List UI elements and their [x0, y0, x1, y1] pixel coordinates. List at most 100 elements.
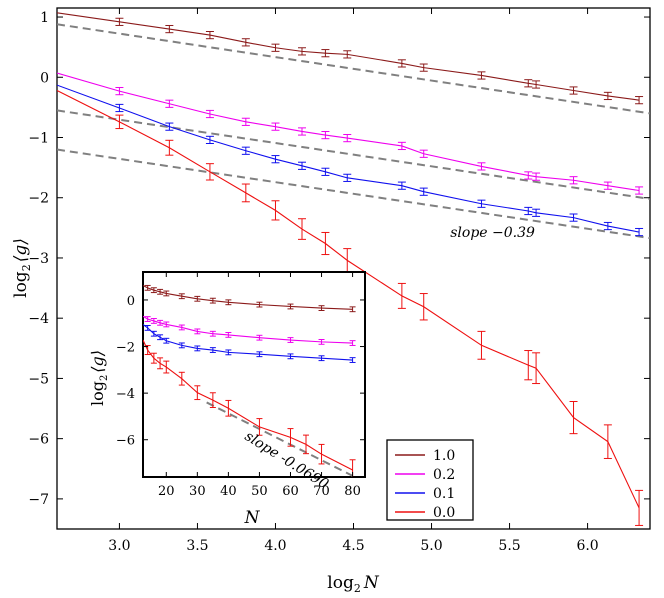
legend-label: 0.2	[433, 467, 455, 483]
inset-series-0.0-point	[194, 385, 201, 401]
main-y-tick-label: −6	[28, 432, 49, 448]
inset-series-0.2-point	[256, 334, 263, 341]
inset-series-0.1-point	[349, 357, 356, 363]
main-series-0.0-point	[397, 282, 406, 309]
inset-series-0.2-point	[287, 337, 294, 343]
inset-series-1.0-point	[225, 299, 232, 306]
inset-x-tick-label: 30	[189, 484, 206, 499]
main-series-1.0-point	[321, 49, 330, 58]
main-x-tick-label: 4.5	[342, 538, 364, 554]
inset-series-0.0-point	[150, 352, 157, 364]
inset-series-1.0-point	[178, 293, 185, 300]
inset-series-0.1-point	[144, 325, 151, 331]
main-fit-line	[57, 23, 650, 115]
main-series-0.1-point	[419, 187, 428, 196]
inset-series-0.0-point	[225, 399, 232, 417]
main-series-0.1-point	[165, 122, 174, 131]
main-fit-lines	[57, 23, 650, 240]
inset-y-tick-label: −4	[116, 387, 135, 402]
inset-series-0.1-point	[157, 334, 164, 341]
inset-series-0.2-point	[163, 321, 170, 328]
main-series-0.1-point	[343, 173, 352, 182]
inset-series-0.0-point	[163, 360, 170, 374]
main-series-0.0-point	[298, 218, 307, 240]
main-series-0.0-point	[635, 489, 644, 526]
main-series-0.2-point	[524, 171, 533, 180]
main-series-0.1-point	[241, 146, 250, 155]
inset-series-0.1-point	[163, 337, 170, 344]
main-series-0.1-point	[524, 206, 533, 216]
inset-fit-line	[206, 401, 354, 477]
main-series-0.1-point	[532, 208, 541, 217]
main-series-0.0-point	[205, 163, 214, 181]
inset-x-tick-label: 60	[282, 484, 299, 499]
main-series-0.2-point	[321, 130, 330, 140]
legend-entry: 0.2	[395, 467, 455, 483]
inset-series-0.0-point	[157, 357, 164, 370]
inset-series-0.2-point	[157, 319, 164, 326]
inset-y-tick-label: −6	[116, 434, 135, 449]
main-ticks: 3.0 3.5 4.0 4.5 5.0 5.5 6.0 1 0 −1 −2 −3 −4 −5 −6 −7	[28, 8, 650, 554]
inset-series-0.2-point	[225, 331, 232, 338]
inset-x-tick-label: 40	[220, 484, 237, 499]
legend: 1.0 0.2 0.1 0.0	[386, 439, 474, 521]
main-series-0.2-point	[343, 133, 352, 143]
main-series-0.2-point	[419, 149, 428, 158]
main-series-1.0-point	[419, 63, 428, 72]
main-x-tick-label: 3.0	[108, 538, 130, 554]
inset-y-tick-label: −2	[116, 341, 135, 356]
main-series-0.2-point	[205, 109, 214, 119]
main-series-1.0-point	[205, 31, 214, 40]
main-series-1.0-point	[115, 17, 124, 26]
main-series-1.0-point	[524, 79, 533, 88]
main-series-0.1-point	[397, 181, 406, 190]
main-series-1.0-point	[532, 80, 541, 89]
main-series-1.0-point	[635, 96, 644, 105]
legend-entries: 1.0 0.2 0.1 0.0	[395, 448, 455, 521]
inset-series-0.1-point	[318, 355, 325, 362]
inset-x-tick-label: 50	[251, 484, 268, 499]
inset-series-group	[143, 284, 356, 477]
main-y-axis-label: log2⟨g⟩	[11, 238, 33, 298]
inset-series-1.0-point	[318, 305, 325, 312]
main-series-0.2-point	[635, 186, 644, 195]
inset-series-0.2-point	[194, 328, 201, 335]
inset-series-0.2-point	[209, 330, 216, 337]
main-series-0.2-point	[298, 127, 307, 136]
main-series-0.1-point	[569, 213, 578, 222]
inset-series-1.0-point	[209, 297, 216, 304]
main-series-0.1-point	[635, 227, 644, 237]
inset-series-0.0-line	[143, 339, 353, 471]
main-series-0.0-point	[165, 139, 174, 156]
inset-plot: 20 30 40 50 60 70 800−2−4−6 slope -0.0690 N lo…	[88, 271, 366, 528]
inset-x-axis-label: N	[244, 508, 261, 528]
inset-y-tick-label: 0	[127, 294, 135, 309]
inset-series-0.1-point	[225, 349, 232, 356]
inset-fit-lines	[206, 401, 354, 477]
main-x-tick-label: 6.0	[576, 538, 598, 554]
main-series-0.2-point	[271, 122, 280, 131]
main-series-0.0-point	[532, 352, 541, 385]
inset-series-0.2-point	[150, 318, 157, 324]
inset-plot-frame	[142, 271, 366, 478]
main-series-1.0-point	[271, 43, 280, 52]
main-series-0.0-point	[321, 231, 330, 256]
inset-series-0.1-point	[256, 351, 263, 358]
legend-entry: 1.0	[395, 448, 455, 464]
inset-x-tick-label: 70	[313, 484, 330, 499]
main-series-0.2-point	[241, 117, 250, 126]
main-x-tick-label: 5.5	[498, 538, 520, 554]
inset-series-0.1-point	[287, 353, 294, 360]
main-series-0.1-point	[298, 161, 307, 170]
main-series-0.1-point	[205, 135, 214, 145]
inset-series-0.2-point	[144, 316, 151, 322]
main-series-0.2-point	[569, 176, 578, 185]
inset-ticks: 20 30 40 50 60 70 80 0 −2 −4 −6	[116, 272, 365, 499]
legend-label: 1.0	[433, 448, 455, 464]
main-series-0.1-point	[271, 155, 280, 164]
inset-series-0.2-point	[318, 338, 325, 345]
main-x-tick-label: 5.0	[420, 538, 442, 554]
main-y-tick-label: 0	[40, 70, 49, 86]
inset-y-axis-label: log2⟨g⟩	[88, 350, 110, 406]
